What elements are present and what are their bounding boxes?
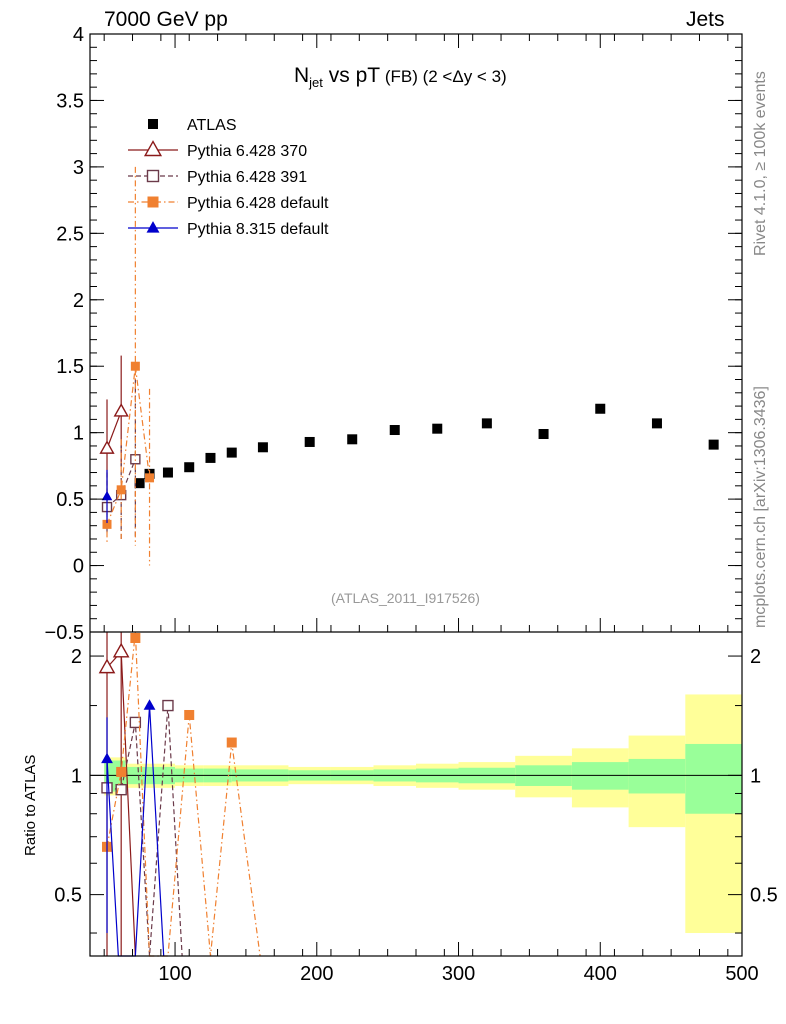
legend-label-pythia-6-428-default: Pythia 6.428 default	[187, 195, 329, 212]
legend-label-pythia-6-428-370: Pythia 6.428 370	[187, 143, 307, 160]
ratio-point-pythia-6-428-default	[226, 737, 237, 748]
title-sub: jet	[309, 75, 323, 91]
main-y-tick-label: 0.5	[56, 489, 84, 511]
ratio-point-pythia-6-428-default	[130, 633, 141, 643]
main-point-atlas	[205, 452, 216, 463]
main-point-atlas	[651, 418, 662, 429]
main-point-atlas	[184, 462, 195, 473]
ratio-line-pythia-6-428-default	[106, 631, 261, 957]
analysis-id: (ATLAS_2011_I917526)	[331, 590, 480, 606]
ratio-y-tick-label: 0.5	[54, 885, 82, 907]
ratio-point-pythia-6-428-370	[112, 642, 130, 658]
title-main: N	[294, 64, 310, 87]
ratio-line-pythia-8-315-default	[106, 705, 165, 957]
legend-marker-pythia-6-428-370	[143, 140, 163, 157]
ratio-point-pythia-6-428-default	[116, 766, 127, 777]
ratio-point-pythia-6-428-391	[162, 699, 174, 712]
title-rest: vs pT	[322, 64, 381, 87]
main-point-pythia-6-428-370	[99, 440, 115, 454]
main-y-tick-label: 0	[73, 556, 84, 578]
main-point-atlas	[538, 428, 549, 439]
header-right: Jets	[686, 8, 725, 31]
ratio-point-pythia-8-315-default	[143, 699, 156, 710]
ratio-y-tick-label: 2	[71, 646, 82, 668]
main-line-pythia-6-428-370	[106, 411, 122, 449]
legend-label-pythia-6-428-391: Pythia 6.428 391	[187, 169, 307, 186]
main-point-atlas	[134, 478, 145, 489]
legend-label-pythia-8-315-default: Pythia 8.315 default	[187, 221, 329, 238]
x-tick-label: 400	[584, 963, 617, 985]
title-detail: (FB) (2 <Δy < 3)	[380, 67, 507, 86]
ratio-y-tick-label-right: 2	[750, 646, 761, 668]
ratio-point-pythia-6-428-391	[129, 716, 142, 729]
main-point-pythia-6-428-default	[145, 473, 155, 483]
legend-marker-pythia-8-315-default	[146, 221, 160, 233]
main-point-atlas	[708, 439, 719, 450]
main-y-tick-label: −0.5	[45, 622, 84, 644]
ratio-point-pythia-6-428-391	[115, 783, 127, 796]
ratio-point-pythia-8-315-default	[101, 752, 113, 764]
ratio-y-tick-label-right: 1	[750, 765, 761, 787]
main-y-tick-label: 1	[73, 423, 84, 445]
main-point-pythia-6-428-default	[130, 361, 140, 371]
legend-marker-pythia-6-428-391	[146, 169, 160, 183]
ratio-point-pythia-6-428-default	[184, 709, 195, 720]
main-point-atlas	[226, 447, 237, 458]
main-point-atlas	[389, 425, 400, 436]
ratio-band-inner	[571, 762, 629, 790]
x-tick-label: 200	[300, 963, 333, 985]
ratio-point-pythia-6-428-370	[98, 658, 116, 674]
main-y-tick-label: 3	[73, 157, 84, 179]
main-y-tick-label: 2	[73, 290, 84, 312]
main-point-atlas	[162, 467, 173, 478]
ratio-y-tick-label: 1	[71, 765, 82, 787]
legend-marker-pythia-6-428-default	[147, 196, 159, 208]
main-point-atlas	[257, 442, 268, 453]
main-point-pythia-6-428-default	[102, 519, 112, 529]
x-tick-label: 300	[442, 963, 475, 985]
x-tick-label: 100	[158, 963, 191, 985]
legend-marker-atlas	[148, 119, 158, 129]
main-point-pythia-8-315-default	[101, 490, 113, 501]
main-point-atlas	[347, 434, 358, 445]
main-point-pythia-6-428-370	[113, 403, 129, 417]
main-point-atlas	[595, 403, 606, 414]
main-y-tick-label: 2.5	[56, 223, 84, 245]
main-y-tick-label: 3.5	[56, 90, 84, 112]
main-point-atlas	[432, 423, 443, 434]
main-point-atlas	[481, 418, 492, 429]
main-point-pythia-6-428-default	[116, 485, 126, 495]
x-tick-label: 500	[725, 963, 758, 985]
plot-title: Njet vs pT (FB) (2 <Δy < 3)	[294, 64, 507, 90]
main-point-atlas	[304, 436, 315, 447]
ratio-band-inner	[685, 743, 742, 814]
ratio-y-tick-label-right: 0.5	[750, 885, 778, 907]
main-line-pythia-6-428-default	[106, 366, 151, 525]
main-y-tick-label: 1.5	[56, 356, 84, 378]
legend-label-atlas: ATLAS	[187, 117, 237, 134]
ratio-band-inner	[628, 758, 686, 794]
header-left: 7000 GeV pp	[104, 8, 228, 31]
main-y-tick-label: 4	[73, 24, 84, 46]
